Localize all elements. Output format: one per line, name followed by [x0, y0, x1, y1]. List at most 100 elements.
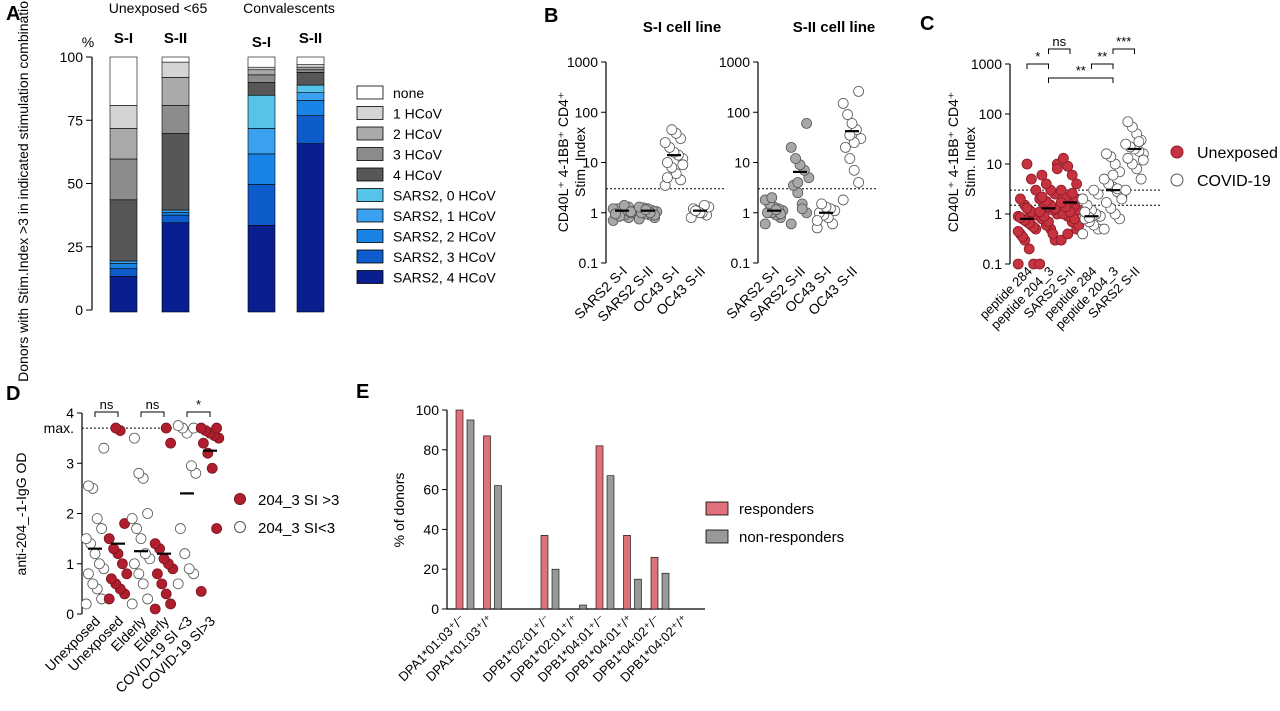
data-point	[792, 177, 804, 188]
bar	[455, 409, 464, 610]
y-tick-label: 0	[66, 606, 74, 622]
significance-label: ns	[100, 397, 114, 412]
data-point	[1023, 243, 1035, 255]
data-point	[1036, 169, 1048, 181]
legend-label: SARS2, 3 HCoV	[393, 249, 496, 265]
data-point	[1058, 152, 1069, 164]
data-point	[1133, 136, 1145, 148]
y-tick-label: 50	[67, 176, 83, 192]
data-point	[1021, 202, 1033, 214]
data-point	[853, 85, 864, 97]
data-point	[1135, 173, 1147, 185]
bar-segment	[161, 212, 190, 216]
legend-label: SARS2, 2 HCoV	[393, 229, 496, 245]
bar-segment	[296, 92, 325, 101]
data-point	[117, 558, 128, 570]
data-point	[128, 558, 140, 570]
significance-label: **	[1097, 49, 1107, 64]
data-point	[766, 192, 778, 204]
data-point	[135, 533, 147, 545]
data-point	[1036, 191, 1048, 203]
legend-e: responders non-responders	[705, 501, 844, 546]
significance-bracket	[1026, 63, 1049, 69]
data-point	[128, 432, 140, 444]
data-point	[666, 124, 678, 136]
legend-label: Unexposed	[1197, 145, 1278, 162]
panel-d: D anti-204_-1-IgG OD 01234max.UnexposedU…	[6, 383, 339, 696]
y-tick-label: 100	[60, 49, 84, 65]
data-point	[106, 573, 117, 585]
y-tick-label: 25	[67, 239, 83, 255]
y-tick-label: 100	[979, 106, 1003, 122]
data-point	[156, 578, 168, 590]
legend-swatch	[356, 106, 384, 120]
bar-segment	[296, 69, 325, 73]
bar-segment	[247, 225, 276, 313]
bar-segment	[161, 214, 190, 224]
legend-label: non-responders	[739, 529, 844, 546]
panel-e: E % of donors 020406080100DPA1*01:03⁺/⁻D…	[356, 381, 844, 685]
legend-label: none	[393, 85, 424, 101]
y-tick-label: 100	[727, 104, 751, 120]
data-point	[149, 538, 161, 550]
data-point	[844, 153, 856, 164]
data-point	[1034, 258, 1046, 270]
data-point	[1071, 178, 1082, 190]
data-point	[1101, 148, 1112, 160]
bar-segment	[109, 275, 138, 313]
bar-category-label: S-II	[299, 30, 322, 47]
bar	[661, 572, 670, 610]
data-point	[837, 194, 849, 206]
legend-swatch	[356, 270, 384, 284]
max-label: max.	[44, 420, 74, 436]
data-point	[172, 420, 184, 431]
data-point	[206, 462, 218, 474]
data-point	[837, 98, 849, 109]
data-point	[98, 442, 110, 454]
data-point	[91, 513, 103, 524]
data-point	[151, 568, 163, 580]
panel-b: B CD40L⁺ 4-1BB⁺ CD4⁺ Stim. Index S-I cel…	[544, 5, 878, 325]
data-point	[785, 141, 797, 153]
data-point	[160, 422, 172, 434]
data-point	[1040, 178, 1052, 190]
bar	[606, 475, 615, 610]
legend-label: 204_3 SI<3	[258, 520, 335, 537]
legend-c: Unexposed COVID-19	[1170, 145, 1278, 190]
data-point	[662, 172, 673, 184]
significance-bracket	[1091, 63, 1114, 69]
data-point	[94, 558, 105, 570]
bar-segment	[247, 128, 276, 155]
y-tick-label: 0.1	[731, 255, 751, 271]
y-tick-label: 100	[416, 402, 440, 418]
data-point	[1137, 154, 1149, 166]
data-point	[133, 467, 145, 479]
legend-swatch	[356, 147, 384, 161]
legend-swatch	[705, 529, 729, 544]
legend-marker	[234, 521, 246, 533]
data-point	[790, 153, 801, 164]
plot-area-a: 0 25 50 75 100 S-I S-II S-I S-II	[60, 30, 325, 318]
bar-segment	[109, 105, 138, 129]
legend-label: 2 HCoV	[393, 126, 443, 142]
legend-label: COVID-19	[1197, 173, 1271, 190]
data-point	[1101, 197, 1112, 208]
y-axis-title-c-line2: Stim. Index	[962, 127, 978, 197]
y-tick-label: 0.1	[983, 256, 1003, 272]
data-point	[1077, 228, 1089, 240]
y-tick-label: 10	[734, 155, 750, 171]
data-point	[137, 578, 149, 590]
legend-swatch	[705, 501, 729, 516]
y-tick-label: 1	[66, 556, 74, 572]
significance-label: ns	[146, 397, 160, 412]
data-point	[1062, 228, 1074, 240]
data-point	[174, 523, 186, 534]
y-tick-label: 60	[423, 482, 439, 498]
plot-area-e: 020406080100DPA1*01:03⁺/⁻DPA1*01:03⁺/⁺DP…	[395, 402, 705, 685]
data-point	[195, 585, 207, 597]
bar-segment	[296, 84, 325, 94]
group-label-convalescents: Convalescents	[243, 0, 335, 16]
data-point	[83, 568, 94, 580]
bar-segment	[109, 199, 138, 262]
bar-segment	[296, 100, 325, 116]
